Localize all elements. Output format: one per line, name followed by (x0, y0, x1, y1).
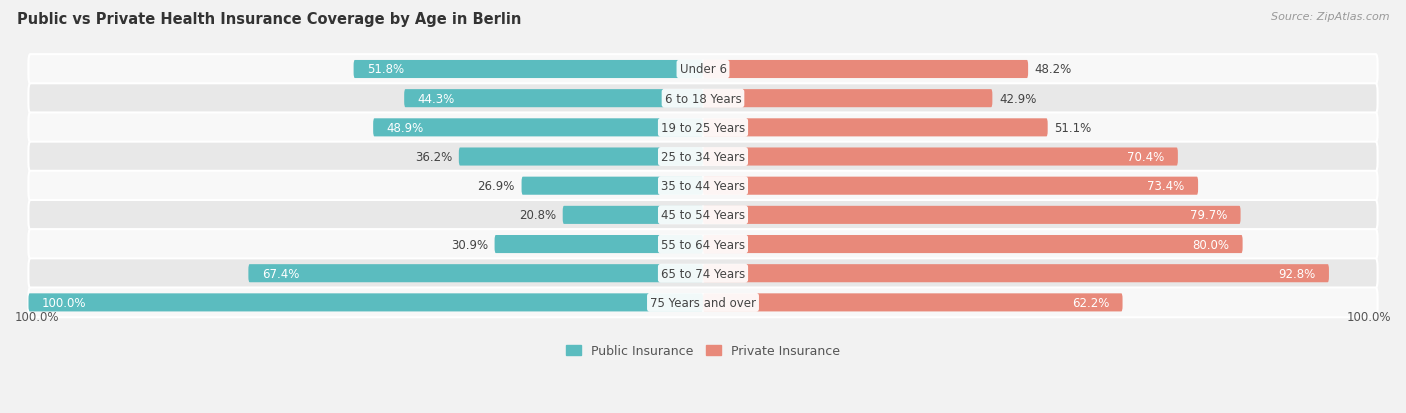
Text: 62.2%: 62.2% (1071, 296, 1109, 309)
FancyBboxPatch shape (28, 55, 1378, 85)
Text: 30.9%: 30.9% (451, 238, 488, 251)
Text: 45 to 54 Years: 45 to 54 Years (661, 209, 745, 222)
FancyBboxPatch shape (703, 90, 993, 108)
Text: 79.7%: 79.7% (1189, 209, 1227, 222)
Text: 55 to 64 Years: 55 to 64 Years (661, 238, 745, 251)
Text: Under 6: Under 6 (679, 63, 727, 76)
FancyBboxPatch shape (249, 265, 703, 282)
FancyBboxPatch shape (522, 177, 703, 195)
FancyBboxPatch shape (703, 206, 1240, 224)
Text: 73.4%: 73.4% (1147, 180, 1185, 193)
Text: 36.2%: 36.2% (415, 151, 453, 164)
Text: 48.2%: 48.2% (1035, 63, 1073, 76)
Text: 20.8%: 20.8% (519, 209, 555, 222)
FancyBboxPatch shape (353, 61, 703, 79)
FancyBboxPatch shape (28, 200, 1378, 230)
FancyBboxPatch shape (458, 148, 703, 166)
FancyBboxPatch shape (703, 235, 1243, 254)
FancyBboxPatch shape (404, 90, 703, 108)
FancyBboxPatch shape (28, 84, 1378, 114)
FancyBboxPatch shape (28, 113, 1378, 143)
Text: 70.4%: 70.4% (1128, 151, 1164, 164)
FancyBboxPatch shape (703, 177, 1198, 195)
Text: 51.1%: 51.1% (1054, 121, 1091, 135)
FancyBboxPatch shape (373, 119, 703, 137)
FancyBboxPatch shape (703, 294, 1122, 312)
Text: 100.0%: 100.0% (42, 296, 87, 309)
Text: 67.4%: 67.4% (262, 267, 299, 280)
Text: 75 Years and over: 75 Years and over (650, 296, 756, 309)
FancyBboxPatch shape (703, 148, 1178, 166)
Text: 80.0%: 80.0% (1192, 238, 1229, 251)
FancyBboxPatch shape (28, 142, 1378, 172)
Text: 35 to 44 Years: 35 to 44 Years (661, 180, 745, 193)
Text: 48.9%: 48.9% (387, 121, 423, 135)
Text: 19 to 25 Years: 19 to 25 Years (661, 121, 745, 135)
Text: 51.8%: 51.8% (367, 63, 404, 76)
Text: 65 to 74 Years: 65 to 74 Years (661, 267, 745, 280)
FancyBboxPatch shape (28, 288, 1378, 318)
Text: Public vs Private Health Insurance Coverage by Age in Berlin: Public vs Private Health Insurance Cover… (17, 12, 522, 27)
FancyBboxPatch shape (495, 235, 703, 254)
FancyBboxPatch shape (28, 230, 1378, 259)
FancyBboxPatch shape (703, 265, 1329, 282)
FancyBboxPatch shape (28, 294, 703, 312)
FancyBboxPatch shape (703, 61, 1028, 79)
FancyBboxPatch shape (703, 119, 1047, 137)
Text: 44.3%: 44.3% (418, 93, 456, 105)
Text: 100.0%: 100.0% (15, 311, 59, 324)
Text: 26.9%: 26.9% (478, 180, 515, 193)
FancyBboxPatch shape (28, 259, 1378, 288)
FancyBboxPatch shape (28, 171, 1378, 201)
Text: 42.9%: 42.9% (1000, 93, 1036, 105)
Text: Source: ZipAtlas.com: Source: ZipAtlas.com (1271, 12, 1389, 22)
Text: 100.0%: 100.0% (1347, 311, 1391, 324)
Text: 25 to 34 Years: 25 to 34 Years (661, 151, 745, 164)
Text: 92.8%: 92.8% (1278, 267, 1316, 280)
Text: 6 to 18 Years: 6 to 18 Years (665, 93, 741, 105)
Legend: Public Insurance, Private Insurance: Public Insurance, Private Insurance (561, 339, 845, 363)
FancyBboxPatch shape (562, 206, 703, 224)
